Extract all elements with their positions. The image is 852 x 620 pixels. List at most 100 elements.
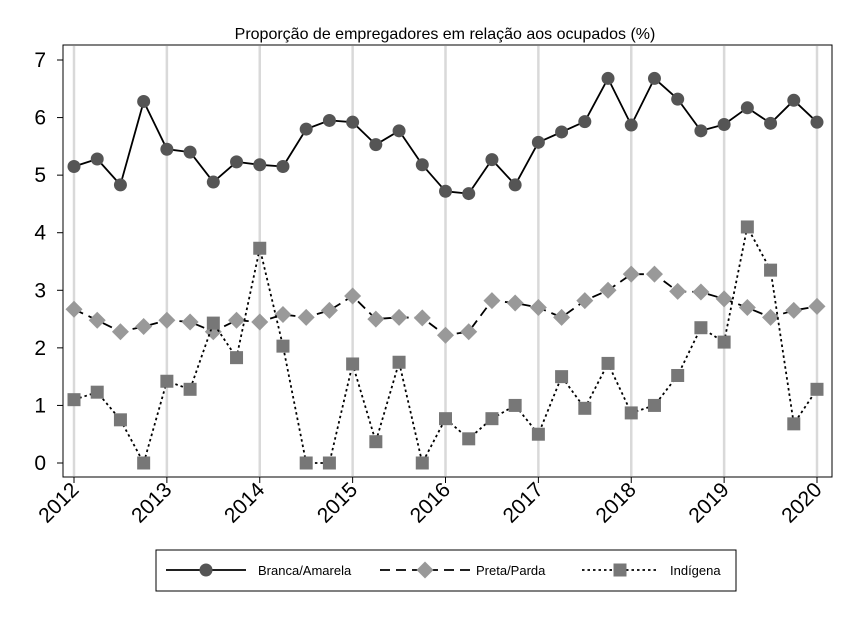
series-1 [65,265,826,344]
data-point [485,412,499,426]
data-point [578,401,592,415]
data-point [576,292,594,310]
data-point [762,308,780,326]
data-point [65,300,83,318]
data-point [228,311,246,329]
data-point [390,308,408,326]
data-point [276,160,290,174]
data-point [392,124,406,138]
data-point [297,308,315,326]
data-point [113,413,127,427]
data-point [460,323,478,341]
data-point [764,263,778,277]
data-point [578,115,592,129]
legend-item: Indígena [582,563,721,578]
data-point [669,282,687,300]
data-point [135,318,153,336]
data-point [88,311,106,329]
legend-marker [199,563,213,577]
data-point [738,299,756,317]
data-point [181,313,199,331]
data-point [787,93,801,107]
series-0 [67,71,824,201]
data-point [601,71,615,85]
data-point [599,281,617,299]
data-point [113,178,127,192]
data-point [553,308,571,326]
data-point [717,117,731,131]
data-point [413,309,431,327]
data-point [160,374,174,388]
data-point [183,145,197,159]
data-point [622,265,640,283]
data-point [183,382,197,396]
data-point [671,368,685,382]
y-tick-label: 0 [34,452,46,475]
data-point [415,456,429,470]
data-point [810,382,824,396]
data-point [137,94,151,108]
data-point [692,283,710,301]
legend-items: Branca/Amarela Preta/Parda Indígena [166,561,721,579]
legend-marker [613,563,627,577]
data-point [230,155,244,169]
data-point [67,160,81,174]
data-point [717,335,731,349]
y-tick-label: 3 [34,279,46,302]
data-point [740,101,754,115]
data-point [392,355,406,369]
data-point [645,265,663,283]
legend-label: Preta/Parda [476,563,546,578]
legend-label: Indígena [670,563,721,578]
data-point [439,184,452,198]
data-point [647,398,661,412]
data-point [740,220,754,234]
data-point [624,406,638,420]
data-point [367,310,385,328]
data-point [764,116,778,130]
data-point [810,115,824,129]
y-tick-label: 4 [34,222,46,245]
legend-item: Preta/Parda [380,561,546,579]
data-point [624,118,638,132]
data-point [694,124,708,138]
data-point [206,175,220,189]
data-point [555,370,569,384]
data-point [601,356,615,370]
data-point [67,393,81,407]
data-point [276,339,290,353]
y-axis: 0 1 2 3 4 5 6 7 [34,49,63,475]
data-point [462,187,476,201]
data-point [322,113,336,127]
data-point [90,152,104,166]
data-point [506,294,524,312]
data-point [137,456,151,470]
legend: Branca/Amarela Preta/Parda Indígena [155,549,737,592]
y-tick-label: 2 [34,337,46,360]
y-tick-label: 5 [34,164,46,187]
data-point [485,153,499,167]
data-point [529,299,547,317]
data-point [369,138,383,152]
legend-item: Branca/Amarela [166,563,352,578]
data-point [320,301,338,319]
series-line [73,226,818,464]
data-point [508,178,522,192]
series-layer [65,71,826,470]
data-point [415,158,429,172]
y-tick-label: 6 [34,107,46,130]
data-point [111,323,129,341]
chart-title: Proporção de empregadores em relação aos… [235,26,656,43]
data-point [274,305,292,323]
legend-marker [416,561,434,579]
data-point [251,313,269,331]
data-point [437,326,454,344]
data-point [206,316,220,330]
data-point [483,292,501,310]
data-point [808,297,826,315]
data-point [299,456,313,470]
data-point [344,287,362,305]
data-point [346,115,360,129]
data-point [787,417,801,431]
